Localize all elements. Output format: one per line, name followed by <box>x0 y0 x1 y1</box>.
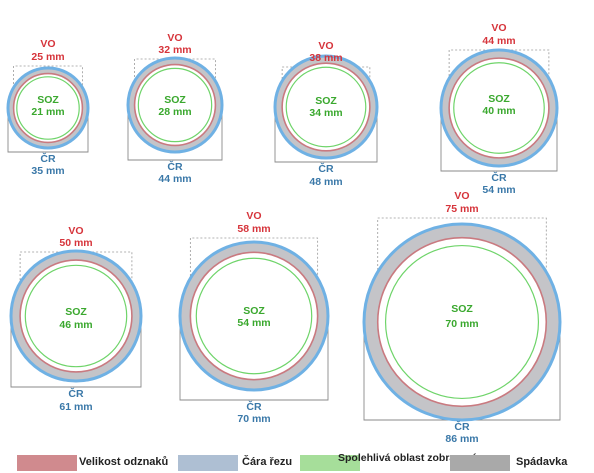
cr-label: ČR <box>40 152 56 165</box>
soz-value: 40 mm <box>482 105 515 117</box>
legend-label-cut-line: Čára řezu <box>242 456 293 468</box>
safe-area-circle <box>384 244 540 400</box>
vo-value: 38 mm <box>309 52 342 64</box>
cr-value: 48 mm <box>309 176 342 188</box>
cr-label: ČR <box>167 160 183 173</box>
safe-area-circle <box>195 257 313 375</box>
cr-value: 35 mm <box>31 165 64 177</box>
legend-label-safe-area: Spolehlivá oblast zobrazení <box>338 452 476 464</box>
cr-label: ČR <box>491 171 507 184</box>
cr-label: ČR <box>68 387 84 400</box>
safe-area-circle <box>453 62 545 154</box>
vo-value: 44 mm <box>482 35 515 47</box>
vo-label: VO <box>318 40 333 52</box>
cr-bracket <box>10 320 142 388</box>
soz-value: 34 mm <box>309 107 342 119</box>
cr-value: 54 mm <box>482 184 515 196</box>
cr-value: 70 mm <box>237 413 270 425</box>
cr-value: 86 mm <box>445 433 478 445</box>
vo-label: VO <box>246 210 261 222</box>
cr-bracket <box>7 112 89 153</box>
vo-bracket <box>189 237 319 312</box>
vo-label: VO <box>454 190 469 202</box>
soz-label: SOZ <box>164 94 186 106</box>
safe-area-circle <box>137 67 213 143</box>
cr-bracket <box>179 320 329 401</box>
soz-label: SOZ <box>65 306 87 318</box>
soz-value: 28 mm <box>158 106 191 118</box>
vo-value: 58 mm <box>237 223 270 235</box>
legend-swatch-bleed <box>450 455 510 471</box>
soz-value: 21 mm <box>31 106 64 118</box>
vo-value: 50 mm <box>59 237 92 249</box>
soz-label: SOZ <box>488 93 510 105</box>
vo-label: VO <box>167 32 182 44</box>
vo-bracket <box>377 217 547 318</box>
vo-label: VO <box>40 38 55 50</box>
cr-label: ČR <box>454 420 470 433</box>
cr-bracket <box>274 111 378 163</box>
cr-value: 61 mm <box>59 401 92 413</box>
vo-value: 25 mm <box>31 51 64 63</box>
legend: Velikost odznaků Čára řezu Spolehlivá ob… <box>0 449 594 473</box>
vo-value: 32 mm <box>158 44 191 56</box>
legend-swatch-badge-size <box>17 455 77 471</box>
vo-label: VO <box>68 225 83 237</box>
legend-label-bleed: Spádavka <box>516 456 568 468</box>
cr-label: ČR <box>318 162 334 175</box>
soz-label: SOZ <box>37 94 59 106</box>
soz-label: SOZ <box>243 305 265 317</box>
safe-area-circle <box>285 66 367 148</box>
legend-swatch-safe-area <box>300 455 360 471</box>
safe-area-circle <box>16 76 80 140</box>
legend-swatch-cut-line <box>178 455 238 471</box>
safe-area-circle <box>24 264 128 368</box>
soz-value: 54 mm <box>237 317 270 329</box>
cr-bracket <box>440 112 558 172</box>
cr-label: ČR <box>246 400 262 413</box>
soz-value: 70 mm <box>445 318 478 330</box>
soz-label: SOZ <box>451 303 473 315</box>
vo-value: 75 mm <box>445 203 478 215</box>
soz-label: SOZ <box>315 95 337 107</box>
cr-bracket <box>127 109 223 161</box>
legend-label-badge-size: Velikost odznaků <box>79 456 169 468</box>
soz-value: 46 mm <box>59 319 92 331</box>
vo-label: VO <box>491 22 506 34</box>
cr-value: 44 mm <box>158 173 191 185</box>
